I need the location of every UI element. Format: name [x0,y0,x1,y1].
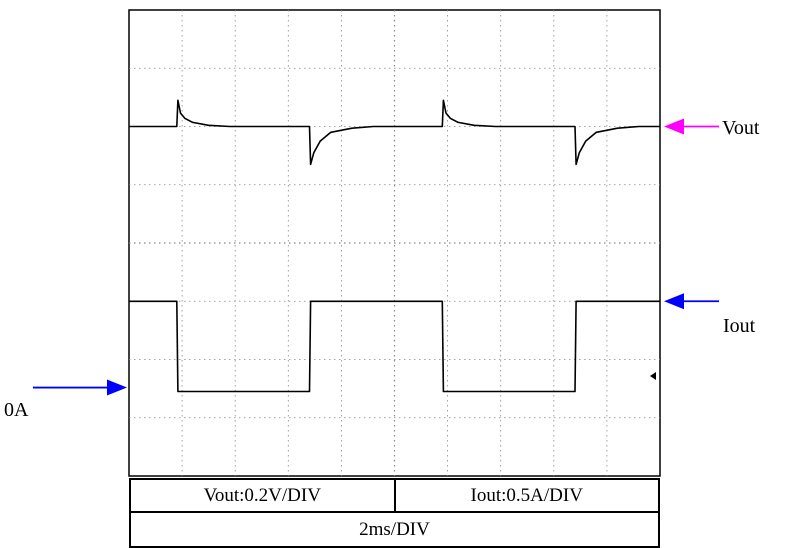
iout-trace [129,300,660,393]
traces [129,99,660,393]
vout-scale-cell: Vout:0.2V/DIV [129,478,396,513]
vout-trace [129,99,660,166]
iout-arrow-icon [664,293,719,310]
iout-scale-cell: Iout:0.5A/DIV [393,478,660,513]
0a-arrow-icon [33,379,127,396]
vout-arrow-icon [664,118,719,135]
zero-amp-label: 0A [4,399,29,421]
small-left-arrow-icon [650,372,656,380]
time-scale-cell: 2ms/DIV [129,511,660,548]
vout-label: Vout [722,117,760,139]
scale-table: Vout:0.2V/DIV Iout:0.5A/DIV 2ms/DIV [129,478,660,548]
iout-label: Iout [723,315,756,337]
level-markers [33,118,719,396]
